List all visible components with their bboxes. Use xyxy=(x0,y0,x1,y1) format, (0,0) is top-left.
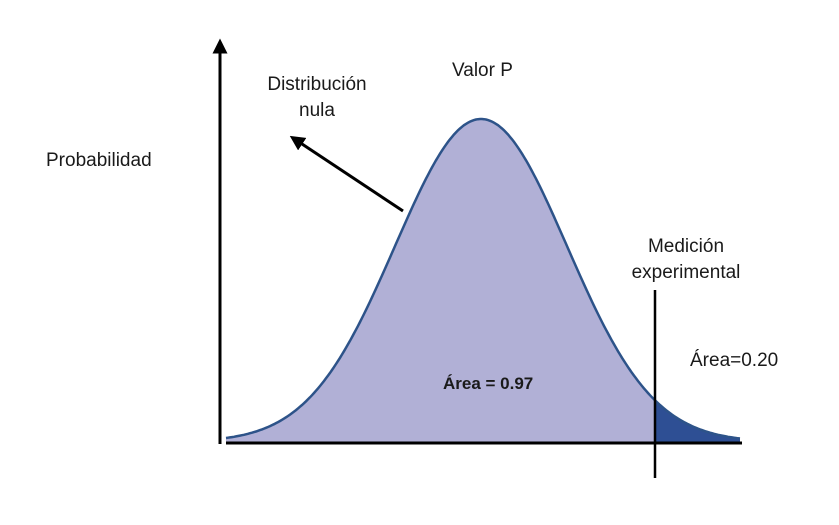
measurement-label-line1: Medición xyxy=(647,236,725,257)
tail-area xyxy=(655,400,740,442)
measurement-label-line2: experimental xyxy=(631,262,741,283)
null-distribution-label-line2: nula xyxy=(299,100,335,121)
null-distribution-arrow xyxy=(289,135,404,213)
diagram-title: Valor P xyxy=(452,60,513,81)
null-distribution-label: Distribución nula xyxy=(252,72,382,124)
measurement-label: Medición experimental xyxy=(612,234,760,286)
null-distribution-area xyxy=(226,119,655,442)
area-right-label: Área=0.20 xyxy=(690,350,779,371)
y-axis-label: Probabilidad xyxy=(46,150,152,171)
null-distribution-label-line1: Distribución xyxy=(267,74,367,95)
area-left-label: Área = 0.97 xyxy=(443,374,534,393)
